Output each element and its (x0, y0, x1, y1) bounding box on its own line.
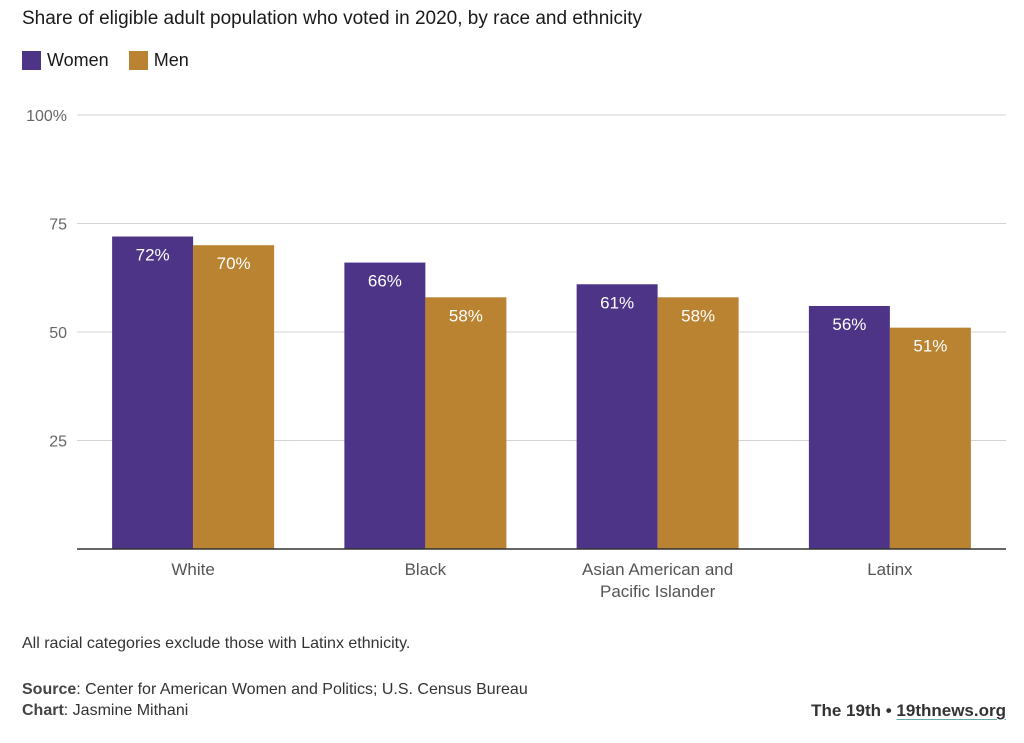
brand-separator: • (881, 701, 897, 720)
y-tick-label: 75 (49, 217, 67, 234)
bar-chart: 25 50 75 100% 72% 70% White 66% 58% Black 61% 58% As… (26, 108, 1006, 601)
bar (657, 297, 739, 549)
chart-credit-line: Chart: Jasmine Mithani (22, 700, 528, 721)
brand: The 19th • 19thnews.org (811, 701, 1006, 721)
bar (808, 305, 890, 549)
y-tick-label: 25 (49, 434, 67, 451)
legend-label-men: Men (153, 50, 189, 70)
x-tick-label: Latinx (867, 560, 913, 579)
chart-credit-label: Chart (22, 702, 64, 719)
x-tick-label: White (171, 560, 214, 579)
legend-item-men: Men (128, 50, 189, 71)
legend-label-women: Women (47, 50, 109, 70)
bar (889, 327, 971, 549)
chart-title: Share of eligible adult population who v… (22, 8, 643, 29)
data-label: 66% (368, 272, 402, 291)
bar (112, 236, 194, 549)
data-label: 58% (449, 306, 483, 325)
data-label: 61% (600, 293, 634, 312)
chart-credit-text: : Jasmine Mithani (63, 702, 189, 719)
credits: Source: Center for American Women and Po… (22, 679, 528, 721)
bar (193, 245, 275, 549)
bar (425, 297, 507, 549)
data-label: 70% (217, 254, 251, 273)
y-tick-label: 50 (49, 325, 67, 342)
legend-item-women: Women (22, 50, 109, 71)
source-text: : Center for American Women and Politics… (76, 681, 528, 698)
footnote: All racial categories exclude those with… (22, 635, 411, 652)
data-label: 58% (681, 306, 715, 325)
x-tick-label: Asian American and (582, 560, 733, 579)
brand-name: The 19th (811, 701, 881, 720)
legend: Women Men (22, 50, 189, 71)
source-line: Source: Center for American Women and Po… (22, 679, 528, 700)
data-label: 51% (913, 337, 947, 356)
x-tick-label: Pacific Islander (600, 582, 716, 601)
legend-swatch-men (128, 51, 148, 70)
brand-site-link[interactable]: 19thnews.org (896, 701, 1006, 720)
bar (344, 262, 426, 549)
bar (576, 284, 658, 549)
data-label: 72% (136, 246, 170, 265)
y-tick-label: 100% (26, 108, 67, 125)
legend-swatch-women (22, 51, 41, 70)
source-label: Source (22, 681, 77, 698)
x-tick-label: Black (405, 560, 447, 579)
data-label: 56% (832, 315, 866, 334)
